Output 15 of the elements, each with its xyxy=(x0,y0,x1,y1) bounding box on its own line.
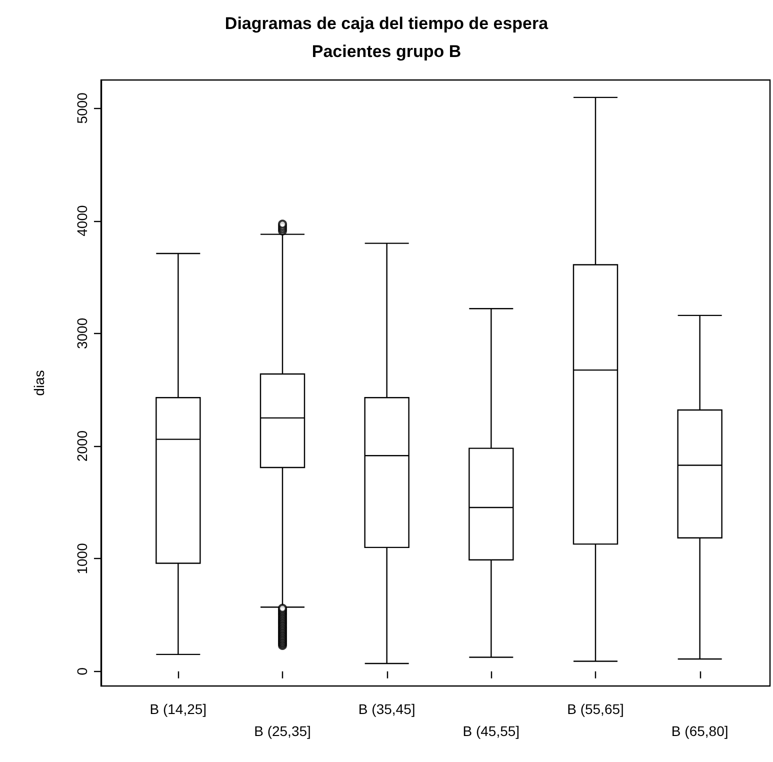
y-tick-label: 3000 xyxy=(74,318,90,350)
x-tick-label: B (25,35] xyxy=(254,723,311,739)
x-tick-label: B (65,80] xyxy=(671,723,728,739)
y-tick-label: 0 xyxy=(74,667,90,676)
x-tick-label: B (14,25] xyxy=(150,701,207,717)
chart-subtitle: Pacientes grupo B xyxy=(312,42,462,61)
y-tick-label: 1000 xyxy=(74,542,90,574)
x-tick-label: B (35,45] xyxy=(358,701,416,717)
chart-title: Diagramas de caja del tiempo de espera xyxy=(224,14,549,33)
y-tick-label: 4000 xyxy=(74,205,90,236)
y-tick-label: 2000 xyxy=(74,430,90,462)
y-axis-title: dias xyxy=(31,370,47,396)
y-tick-label: 5000 xyxy=(74,92,90,124)
x-tick-label: B (45,55] xyxy=(462,723,520,739)
x-tick-label: B (55,65] xyxy=(567,701,624,717)
